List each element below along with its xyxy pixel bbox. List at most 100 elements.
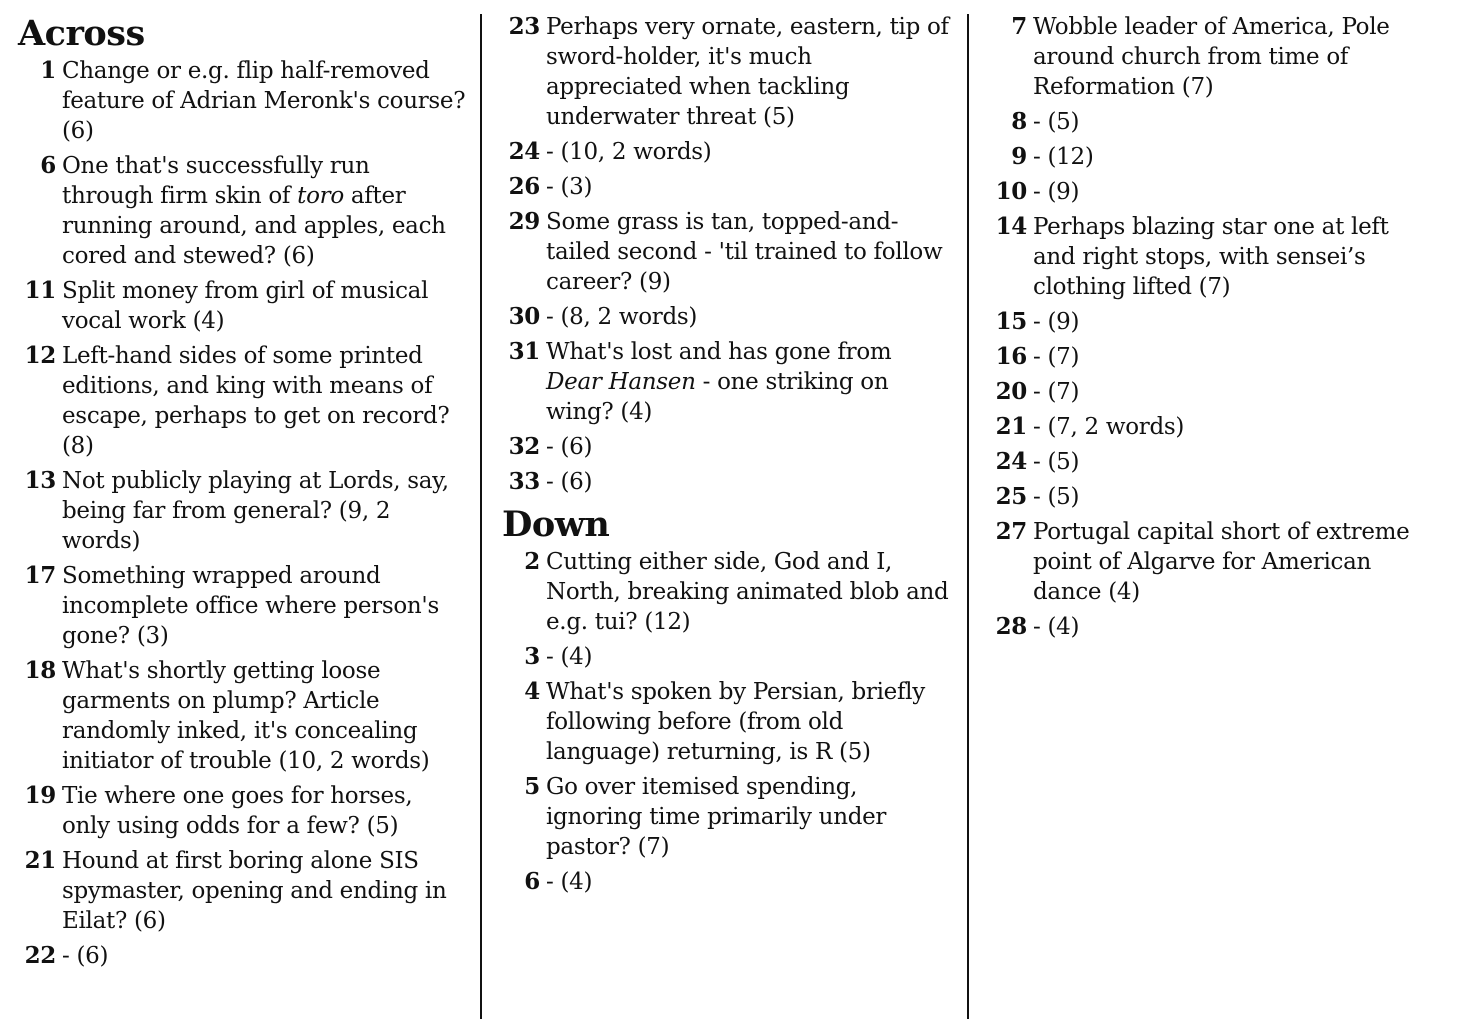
clue-text-segment: What's shortly getting loose garments on… xyxy=(62,658,430,774)
clue-text: - (7, 2 words) xyxy=(1033,412,1457,442)
clue-text: Some grass is tan, topped-and-tailed sec… xyxy=(546,207,950,297)
clue-text-segment: One that's successfully run through firm… xyxy=(62,153,370,209)
across-clue-33[interactable]: 33- (6) xyxy=(500,467,950,497)
clue-text: - (4) xyxy=(546,642,950,672)
clue-text-segment: Not publicly playing at Lords, say, bein… xyxy=(62,468,449,554)
down-clue-28[interactable]: 28- (4) xyxy=(987,612,1457,642)
clue-number: 4 xyxy=(524,678,540,705)
across-clue-26[interactable]: 26- (3) xyxy=(500,172,950,202)
clue-text: - (9) xyxy=(1033,307,1457,337)
clue-text-segment: Wobble leader of America, Pole around ch… xyxy=(1033,14,1390,100)
down-clue-5[interactable]: 5 Go over itemised spending, ignoring tim… xyxy=(500,772,950,862)
column-2: 23 Perhaps very ornate, eastern, tip of s… xyxy=(500,12,950,902)
down-clue-4[interactable]: 4 What's spoken by Persian, briefly follo… xyxy=(500,677,950,767)
clue-text-segment: - (4) xyxy=(546,644,593,670)
across-clue-13[interactable]: 13 Not publicly playing at Lords, say, be… xyxy=(16,466,466,556)
clue-text-segment: - (7) xyxy=(1033,379,1080,405)
clue-text-segment: Go over itemised spending, ignoring time… xyxy=(546,774,887,860)
down-clue-15[interactable]: 15- (9) xyxy=(987,307,1457,337)
clue-text: Left-hand sides of some printed editions… xyxy=(62,341,466,461)
clue-text: - (6) xyxy=(62,941,466,971)
down-clue-8[interactable]: 8- (5) xyxy=(987,107,1457,137)
down-clue-24[interactable]: 24- (5) xyxy=(987,447,1457,477)
clue-text-segment: Tie where one goes for horses, only usin… xyxy=(62,783,413,839)
clue-text: - (4) xyxy=(546,867,950,897)
clue-number: 17 xyxy=(24,562,57,589)
clue-text-segment: - (9) xyxy=(1033,309,1080,335)
clue-text-segment: - (4) xyxy=(546,869,593,895)
clue-text-segment: - (4) xyxy=(1033,614,1080,640)
clue-number: 23 xyxy=(508,13,541,40)
across-clue-17[interactable]: 17 Something wrapped around incomplete of… xyxy=(16,561,466,651)
clue-text: One that's successfully run through firm… xyxy=(62,151,466,271)
across-clue-21[interactable]: 21 Hound at first boring alone SIS spymas… xyxy=(16,846,466,936)
clue-number: 2 xyxy=(524,548,540,575)
clue-text: - (6) xyxy=(546,467,950,497)
across-clue-31[interactable]: 31 What's lost and has gone from Dear Han… xyxy=(500,337,950,427)
clue-text-segment: Change or e.g. flip half-removed feature… xyxy=(62,58,466,144)
clue-text: - (5) xyxy=(1033,107,1457,137)
clue-text-segment: - (10, 2 words) xyxy=(546,139,712,165)
clue-number: 6 xyxy=(40,152,56,179)
clue-text: - (4) xyxy=(1033,612,1457,642)
clue-text: - (6) xyxy=(546,432,950,462)
across-clue-6[interactable]: 6 One that's successfully run through fir… xyxy=(16,151,466,271)
clue-text-segment: after running around, and apples, each c… xyxy=(62,183,446,269)
across-clue-24[interactable]: 24- (10, 2 words) xyxy=(500,137,950,167)
clue-text: - (12) xyxy=(1033,142,1457,172)
clue-number: 6 xyxy=(524,868,540,895)
across-clue-1[interactable]: 1 Change or e.g. flip half-removed featur… xyxy=(16,56,466,146)
clue-text: - (5) xyxy=(1033,482,1457,512)
down-clue-21[interactable]: 21- (7, 2 words) xyxy=(987,412,1457,442)
clue-text-segment: Left-hand sides of some printed editions… xyxy=(62,343,450,459)
clue-text-segment: - (6) xyxy=(546,469,593,495)
clue-text: What's lost and has gone from Dear Hanse… xyxy=(546,337,950,427)
clue-number: 29 xyxy=(508,208,541,235)
down-clue-2[interactable]: 2 Cutting either side, God and I, North, … xyxy=(500,547,950,637)
clue-text-segment: Something wrapped around incomplete offi… xyxy=(62,563,439,649)
clue-number: 32 xyxy=(508,433,541,460)
down-clue-14[interactable]: 14 Perhaps blazing star one at left and r… xyxy=(987,212,1457,302)
clue-number: 15 xyxy=(995,308,1028,335)
across-clue-29[interactable]: 29 Some grass is tan, topped-and-tailed s… xyxy=(500,207,950,297)
clue-text: What's shortly getting loose garments on… xyxy=(62,656,466,776)
clue-text: Change or e.g. flip half-removed feature… xyxy=(62,56,466,146)
across-clue-18[interactable]: 18 What's shortly getting loose garments … xyxy=(16,656,466,776)
clue-text: Go over itemised spending, ignoring time… xyxy=(546,772,950,862)
clue-number: 20 xyxy=(995,378,1028,405)
clue-text-segment: Hound at first boring alone SIS spymaste… xyxy=(62,848,447,934)
down-clue-9[interactable]: 9- (12) xyxy=(987,142,1457,172)
across-clue-23[interactable]: 23 Perhaps very ornate, eastern, tip of s… xyxy=(500,12,950,132)
down-clue-25[interactable]: 25- (5) xyxy=(987,482,1457,512)
clue-text-italic: Dear Hansen xyxy=(546,369,696,395)
clue-text: - (7) xyxy=(1033,342,1457,372)
across-clue-list: 1 Change or e.g. flip half-removed featur… xyxy=(16,56,466,971)
clue-text: Portugal capital short of extreme point … xyxy=(1033,517,1457,607)
down-clue-7[interactable]: 7 Wobble leader of America, Pole around c… xyxy=(987,12,1457,102)
clue-text-segment: - (6) xyxy=(62,943,109,969)
clue-text: - (5) xyxy=(1033,447,1457,477)
clue-number: 12 xyxy=(24,342,57,369)
column-divider xyxy=(480,14,482,1019)
clue-number: 24 xyxy=(995,448,1028,475)
down-clue-3[interactable]: 3- (4) xyxy=(500,642,950,672)
down-clue-27[interactable]: 27 Portugal capital short of extreme poin… xyxy=(987,517,1457,607)
clue-text: What's spoken by Persian, briefly follow… xyxy=(546,677,950,767)
across-clue-19[interactable]: 19 Tie where one goes for horses, only us… xyxy=(16,781,466,841)
clue-text: Not publicly playing at Lords, say, bein… xyxy=(62,466,466,556)
across-clue-11[interactable]: 11 Split money from girl of musical vocal… xyxy=(16,276,466,336)
across-clue-12[interactable]: 12 Left-hand sides of some printed editio… xyxy=(16,341,466,461)
across-clue-30[interactable]: 30- (8, 2 words) xyxy=(500,302,950,332)
clue-text-segment: What's lost and has gone from xyxy=(546,339,892,365)
clue-number: 25 xyxy=(995,483,1028,510)
clue-text-segment: - (9) xyxy=(1033,179,1080,205)
down-clue-20[interactable]: 20- (7) xyxy=(987,377,1457,407)
down-clue-6[interactable]: 6- (4) xyxy=(500,867,950,897)
across-clue-32[interactable]: 32- (6) xyxy=(500,432,950,462)
across-clue-22[interactable]: 22- (6) xyxy=(16,941,466,971)
clue-number: 8 xyxy=(1011,108,1027,135)
down-clue-16[interactable]: 16- (7) xyxy=(987,342,1457,372)
clue-text-segment: Some grass is tan, topped-and-tailed sec… xyxy=(546,209,943,295)
clue-text-segment: - (12) xyxy=(1033,144,1094,170)
down-clue-10[interactable]: 10- (9) xyxy=(987,177,1457,207)
